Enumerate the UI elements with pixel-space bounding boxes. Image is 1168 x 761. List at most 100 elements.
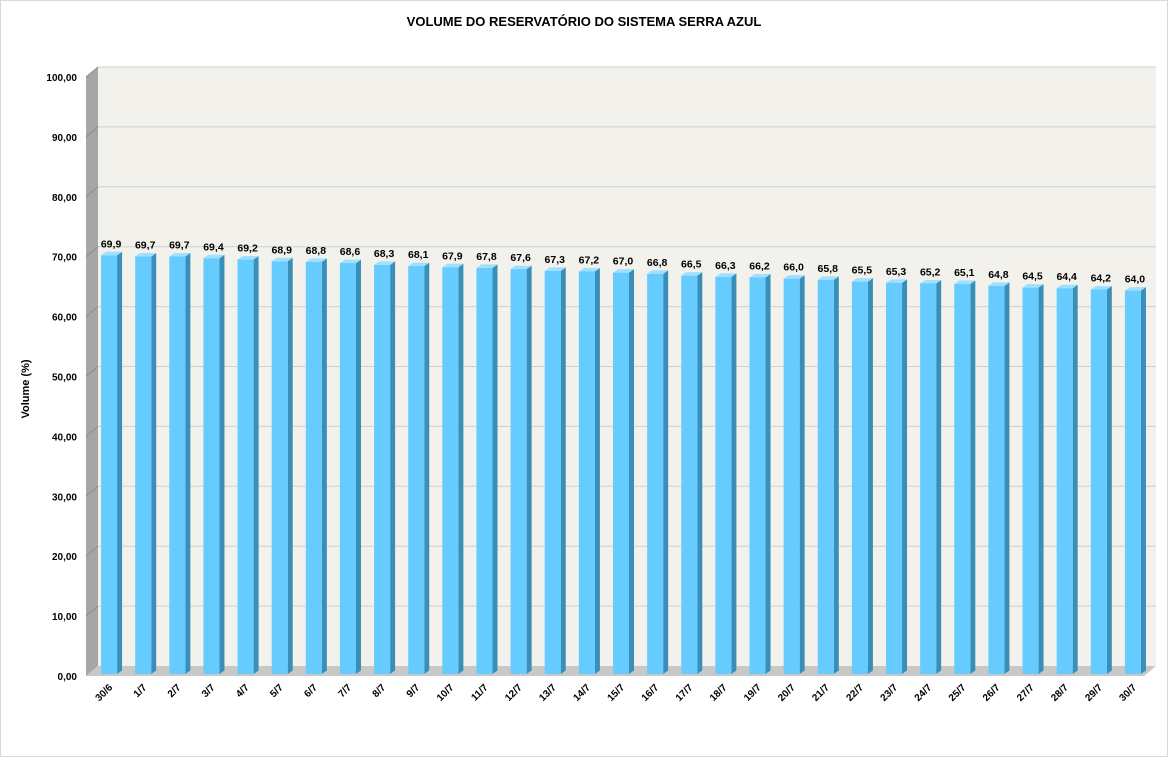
x-tick-label: 10/7 xyxy=(435,682,457,704)
bar-side xyxy=(560,267,566,674)
bar-side xyxy=(219,254,225,674)
bar-top xyxy=(476,264,498,268)
x-tick-label: 3/7 xyxy=(200,682,218,700)
bar-side xyxy=(799,275,805,674)
data-label: 65,8 xyxy=(818,263,839,275)
bar-side xyxy=(594,267,600,674)
bar xyxy=(237,259,254,674)
y-tick-label: 70,00 xyxy=(52,253,77,264)
bar-side xyxy=(253,255,259,674)
bar-top xyxy=(1022,284,1044,288)
gridline-side xyxy=(85,426,99,437)
bar-top xyxy=(408,262,430,267)
data-label: 67,0 xyxy=(613,256,634,268)
bar-side xyxy=(458,263,464,674)
y-tick-label: 60,00 xyxy=(52,313,77,324)
bar-side xyxy=(185,252,191,674)
bar-top xyxy=(442,263,464,268)
x-tick-label: 8/7 xyxy=(371,682,389,700)
bar-top xyxy=(988,282,1010,286)
data-label: 67,9 xyxy=(442,250,463,262)
bar-top xyxy=(169,252,191,257)
y-tick-label: 50,00 xyxy=(52,373,77,384)
gridline-side xyxy=(85,66,99,78)
data-label: 68,9 xyxy=(271,244,292,256)
bar-top xyxy=(647,270,669,274)
bar-top xyxy=(237,255,259,260)
bar-side xyxy=(1106,285,1112,674)
x-tick-label: 5/7 xyxy=(268,682,286,700)
bar xyxy=(612,272,630,674)
bar xyxy=(954,284,971,674)
x-tick-label: 6/7 xyxy=(302,682,320,700)
data-label: 69,7 xyxy=(135,239,156,251)
bar xyxy=(749,277,766,674)
bar-top xyxy=(1124,287,1146,291)
gridline-side xyxy=(85,126,99,138)
bar-side xyxy=(526,265,532,674)
data-label: 67,3 xyxy=(545,254,566,266)
data-label: 66,0 xyxy=(783,262,804,274)
bar xyxy=(1022,287,1039,674)
bar-top xyxy=(271,257,293,262)
x-tick-label: 21/7 xyxy=(810,682,832,704)
data-label: 69,2 xyxy=(237,242,258,254)
data-label: 64,4 xyxy=(1056,271,1077,283)
bar-side xyxy=(117,251,123,674)
bar xyxy=(305,261,322,674)
bar-top xyxy=(339,259,361,264)
bar xyxy=(135,256,152,674)
bar-top xyxy=(1056,284,1078,289)
data-label: 68,3 xyxy=(374,248,395,260)
bar xyxy=(476,267,493,674)
data-label: 65,1 xyxy=(954,267,975,279)
x-tick-label: 18/7 xyxy=(708,682,730,704)
data-label: 68,6 xyxy=(340,246,361,258)
y-tick-label: 100,00 xyxy=(46,73,77,84)
bar-side xyxy=(697,272,703,674)
bar-top xyxy=(783,275,805,279)
bar-side xyxy=(1140,287,1146,674)
bar-top xyxy=(305,258,327,262)
x-tick-label: 28/7 xyxy=(1049,682,1071,704)
y-tick-label: 0,00 xyxy=(58,672,78,683)
bar xyxy=(681,275,698,674)
x-tick-label: 19/7 xyxy=(742,682,764,704)
x-tick-label: 7/7 xyxy=(336,682,354,700)
bar-side xyxy=(492,264,498,674)
y-tick-label: 10,00 xyxy=(52,612,77,623)
bar-side xyxy=(287,257,293,674)
bar-top xyxy=(920,279,942,284)
bar xyxy=(1056,288,1073,674)
bar xyxy=(408,266,425,674)
y-tick-label: 80,00 xyxy=(52,193,77,204)
bar-side xyxy=(833,276,839,674)
gridline-side xyxy=(85,605,99,617)
data-label: 64,8 xyxy=(988,269,1009,281)
bar-side xyxy=(731,273,737,674)
bar-side xyxy=(765,273,771,674)
bar-top xyxy=(681,272,703,276)
bar-top xyxy=(374,261,396,265)
bar-side xyxy=(902,279,908,674)
data-label: 68,1 xyxy=(408,249,429,261)
gridline-side xyxy=(85,246,99,258)
x-tick-label: 24/7 xyxy=(913,682,935,704)
bar xyxy=(920,283,937,674)
x-tick-label: 25/7 xyxy=(947,682,969,704)
x-tick-label: 1/7 xyxy=(132,682,150,700)
data-label: 66,5 xyxy=(681,259,702,271)
bar-top xyxy=(203,254,225,259)
data-label: 66,2 xyxy=(749,260,770,272)
x-tick-label: 22/7 xyxy=(844,682,866,704)
x-tick-label: 2/7 xyxy=(166,682,184,700)
x-tick-label: 23/7 xyxy=(879,682,901,704)
x-tick-label: 12/7 xyxy=(503,682,525,704)
bar-top xyxy=(578,267,600,272)
data-label: 69,9 xyxy=(101,238,122,250)
bar xyxy=(169,256,186,674)
bar-top xyxy=(749,273,771,278)
bar-top xyxy=(954,280,976,285)
bar xyxy=(101,255,118,674)
